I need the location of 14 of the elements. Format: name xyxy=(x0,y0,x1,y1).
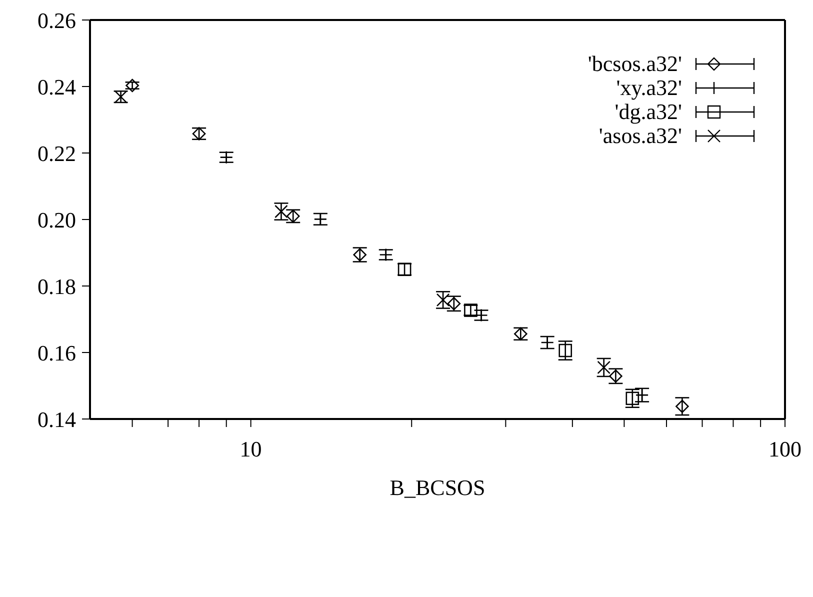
y-tick-label: 0.22 xyxy=(38,140,76,166)
legend-label: 'xy.a32' xyxy=(616,75,682,101)
y-tick-label: 0.24 xyxy=(38,74,76,100)
x-tick-label: 100 xyxy=(768,436,802,462)
legend-label: 'bcsos.a32' xyxy=(588,51,682,77)
y-tick-label: 0.20 xyxy=(38,207,76,232)
y-tick-label: 0.14 xyxy=(38,406,76,432)
y-tick-label: 0.18 xyxy=(38,274,76,299)
x-axis-title: B_BCSOS xyxy=(390,475,486,500)
x-tick-label: 10 xyxy=(240,436,262,462)
y-tick-label: 0.26 xyxy=(38,8,76,33)
legend-label: 'asos.a32' xyxy=(598,123,682,149)
legend-label: 'dg.a32' xyxy=(614,99,682,125)
y-tick-label: 0.16 xyxy=(38,340,76,366)
